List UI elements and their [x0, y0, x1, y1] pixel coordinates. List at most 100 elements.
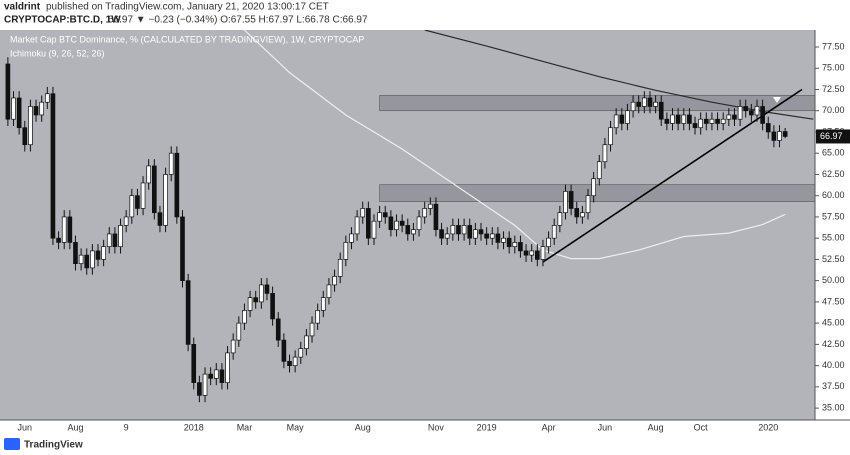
candle-body: [73, 242, 78, 265]
candle-body: [208, 373, 213, 379]
candle-body: [619, 114, 625, 124]
candle-body: [427, 203, 433, 209]
candle-body: [225, 352, 230, 383]
candle-body: [529, 250, 535, 256]
candle-body: [478, 229, 484, 235]
y-tick-label: 37.50: [822, 381, 845, 391]
candle-body: [106, 233, 112, 248]
candle-body: [377, 212, 382, 222]
candle-body: [84, 254, 90, 269]
candle-body: [709, 118, 715, 124]
candle-body: [236, 322, 242, 341]
y-tick-label: 60.00: [822, 190, 845, 200]
x-tick-label: Jun: [598, 422, 613, 432]
candle-body: [366, 208, 371, 239]
candle-body: [332, 276, 337, 286]
candle-body: [394, 220, 399, 231]
candle-body: [754, 106, 760, 116]
candle-body: [405, 225, 411, 235]
candle-body: [765, 123, 771, 133]
candle-body: [580, 212, 585, 218]
candle-body: [157, 212, 163, 226]
y-tick-label: 57.50: [822, 211, 845, 221]
candle-body: [535, 250, 540, 260]
y-tick-label: 45.00: [822, 318, 845, 328]
y-tick-label: 50.00: [822, 275, 845, 285]
candle-body: [343, 242, 349, 260]
zone: [379, 95, 815, 112]
x-tick-label: Apr: [542, 422, 556, 432]
y-tick-label: 65.00: [822, 148, 845, 158]
candle-body: [518, 242, 523, 252]
candle-body: [270, 293, 275, 320]
candle-body: [557, 212, 563, 226]
candle-body: [191, 344, 197, 383]
candle-body: [146, 165, 152, 184]
x-tick-label: Aug: [67, 422, 83, 432]
candle-body: [264, 284, 270, 294]
candle-body: [613, 114, 619, 129]
candle-body: [22, 127, 28, 146]
candle-body: [771, 131, 777, 141]
candle-body: [692, 123, 698, 129]
overlay-line: [542, 88, 803, 263]
marker-triangle: [773, 97, 781, 103]
candle-body: [563, 191, 568, 214]
candle-body: [461, 225, 467, 235]
candle-body: [630, 101, 636, 112]
candle-body: [349, 233, 354, 243]
y-tick-label: 47.50: [822, 296, 845, 306]
candle-body: [675, 114, 681, 124]
x-tick-label: Aug: [355, 422, 371, 432]
candle-body: [197, 382, 202, 396]
candle-body: [309, 322, 315, 337]
candle-body: [28, 106, 33, 146]
x-tick-label: 9: [124, 422, 129, 432]
candle-body: [242, 310, 247, 324]
candle-body: [411, 229, 416, 235]
candle-body: [112, 233, 118, 248]
candle-body: [664, 118, 670, 124]
candle-body: [123, 216, 129, 226]
candle-body: [304, 335, 309, 349]
candle-body: [11, 97, 16, 120]
candle-body: [168, 152, 174, 175]
candle-body: [180, 216, 185, 282]
candle-body: [399, 220, 405, 226]
candle-body: [523, 250, 529, 256]
candle-body: [33, 106, 39, 116]
candle-body: [247, 297, 253, 311]
candle-body: [450, 225, 456, 235]
candle-body: [625, 110, 630, 124]
candle-body: [61, 216, 67, 243]
candle-body: [174, 152, 180, 218]
y-tick-label: 40.00: [822, 360, 845, 370]
candle-body: [489, 233, 495, 239]
candle-body: [281, 339, 287, 362]
candle-body: [388, 216, 394, 231]
x-tick-label: 2019: [477, 422, 497, 432]
candle-body: [749, 110, 754, 116]
y-tick-label: 75.00: [822, 63, 845, 73]
y-tick-label: 35.00: [822, 402, 845, 412]
candle-body: [219, 369, 225, 383]
candle-body: [726, 114, 732, 120]
candle-body: [467, 225, 473, 239]
candle-body: [439, 229, 444, 239]
candle-body: [585, 195, 591, 214]
x-tick-label: Oct: [694, 422, 709, 432]
brand[interactable]: TradingView: [24, 440, 83, 451]
candle-body: [574, 208, 580, 218]
candle-body: [202, 373, 208, 396]
candle-body: [354, 216, 360, 235]
candle-body: [337, 259, 343, 277]
candle-body: [760, 106, 765, 124]
candle-body: [495, 233, 501, 243]
candle-body: [456, 225, 461, 235]
candle-body: [568, 191, 574, 209]
candle-body: [39, 101, 45, 116]
candle-body: [5, 63, 11, 120]
candle-body: [642, 97, 647, 107]
y-tick-label: 55.00: [822, 233, 845, 243]
